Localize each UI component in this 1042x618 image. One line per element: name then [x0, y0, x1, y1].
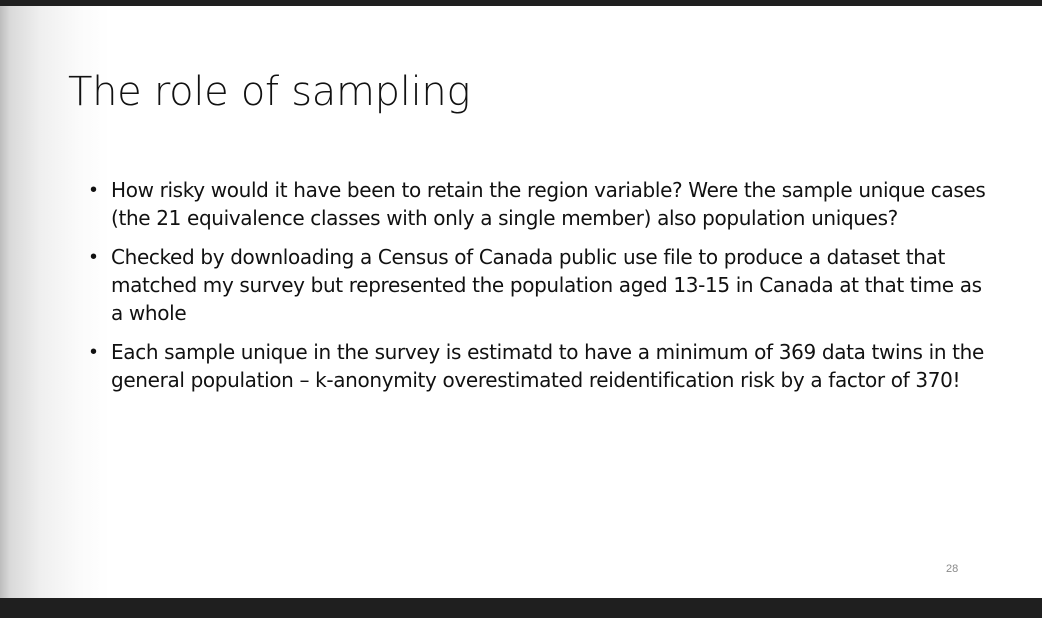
bullet-point-icon: •	[90, 341, 98, 363]
slide: The role of sampling • How risky would i…	[0, 6, 1042, 598]
bullet-point-icon: •	[90, 179, 98, 201]
bullet-point-icon: •	[90, 246, 98, 268]
top-window-bar	[0, 0, 1042, 6]
bullet-item: • Checked by downloading a Census of Can…	[90, 243, 990, 327]
bullet-text: Each sample unique in the survey is esti…	[111, 340, 984, 392]
bullet-text: Checked by downloading a Census of Canad…	[111, 245, 982, 325]
bullet-item: • Each sample unique in the survey is es…	[90, 338, 990, 394]
slide-page-number: 28	[946, 563, 959, 575]
bullet-text: How risky would it have been to retain t…	[111, 178, 986, 230]
slide-edge-shadow	[0, 6, 110, 598]
slide-title: The role of sampling	[68, 69, 471, 115]
bullet-list: • How risky would it have been to retain…	[90, 176, 990, 405]
bottom-window-bar	[0, 598, 1042, 618]
bullet-item: • How risky would it have been to retain…	[90, 176, 990, 232]
